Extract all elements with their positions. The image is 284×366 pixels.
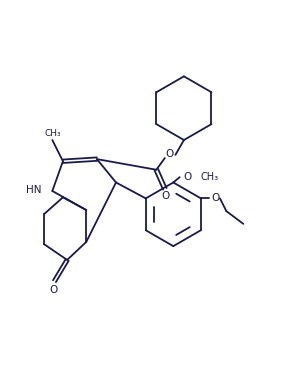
Text: O: O bbox=[165, 149, 173, 159]
Text: O: O bbox=[49, 285, 58, 295]
Text: CH₃: CH₃ bbox=[44, 129, 61, 138]
Text: O: O bbox=[162, 191, 170, 201]
Text: O: O bbox=[183, 172, 191, 182]
Text: CH₃: CH₃ bbox=[201, 172, 219, 182]
Text: O: O bbox=[212, 193, 220, 203]
Text: HN: HN bbox=[26, 185, 42, 195]
